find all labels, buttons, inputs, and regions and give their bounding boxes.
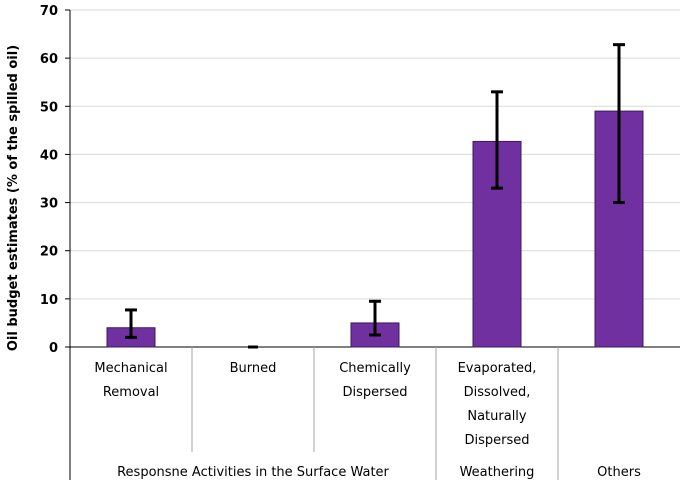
category-label: Evaporated, (458, 361, 537, 376)
category-label: Naturally (467, 409, 527, 424)
category-label: Dispersed (464, 433, 529, 448)
y-tick-label: 30 (40, 197, 58, 212)
y-tick-label: 0 (49, 341, 58, 356)
category-label: Dissolved, (464, 385, 531, 400)
y-tick-label: 60 (40, 52, 58, 67)
category-label: Mechanical (94, 361, 167, 376)
group-label: Others (597, 465, 641, 480)
y-tick-label: 40 (40, 148, 58, 163)
category-label: Removal (103, 385, 159, 400)
group-label: Responsne Activities in the Surface Wate… (117, 465, 389, 480)
category-label: Chemically (339, 361, 411, 376)
y-tick-label: 70 (40, 4, 58, 19)
category-label: Burned (230, 361, 277, 376)
y-tick-label: 20 (40, 245, 58, 260)
y-tick-label: 50 (40, 100, 58, 115)
group-label: Weathering (460, 465, 535, 480)
y-tick-label: 10 (40, 293, 58, 308)
category-label: Dispersed (342, 385, 407, 400)
y-axis-label: Oil budget estimates (% of the spilled o… (6, 45, 21, 351)
